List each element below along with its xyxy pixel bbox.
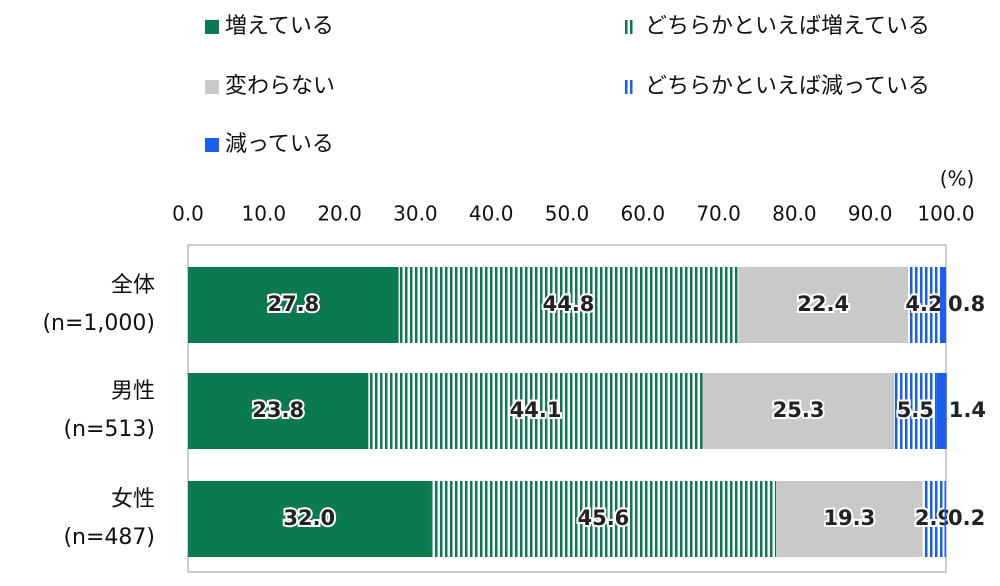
bar-segment <box>936 373 947 449</box>
legend-label: 増えている <box>225 14 334 39</box>
legend-marker <box>625 80 633 94</box>
x-tick-label: 10.0 <box>242 202 287 226</box>
bar-segment <box>776 481 923 557</box>
category-label: (n=1,000) <box>42 311 155 336</box>
value-label: 32.0 <box>283 506 335 530</box>
x-tick-label: 90.0 <box>848 202 893 226</box>
value-label: 23.8 <box>252 398 304 422</box>
x-tick-label: 20.0 <box>317 202 362 226</box>
x-tick-label: 80.0 <box>772 202 817 226</box>
legend-label: どちらかといえば減っている <box>645 74 930 99</box>
x-tick-label: 70.0 <box>696 202 741 226</box>
value-label: 27.8 <box>267 292 319 316</box>
legend-label: どちらかといえば増えている <box>645 14 930 39</box>
bar-segment <box>188 481 431 557</box>
category-label: 全体 <box>111 273 155 298</box>
legend-label: 変わらない <box>225 74 335 99</box>
value-label: 45.6 <box>577 506 629 530</box>
bar-segment <box>188 267 399 343</box>
category-label: 女性 <box>111 487 155 512</box>
value-label: 1.4 <box>949 398 986 422</box>
bar-segment <box>738 267 909 343</box>
bar-segment <box>702 373 895 449</box>
value-label: 44.1 <box>510 398 562 422</box>
x-tick-label: 30.0 <box>393 202 438 226</box>
bar-segment <box>430 481 777 557</box>
bar-segment <box>944 481 946 557</box>
legend-marker <box>205 138 219 152</box>
category-label: (n=487) <box>63 525 155 550</box>
value-label: 22.4 <box>797 292 849 316</box>
x-tick-label: 50.0 <box>545 202 590 226</box>
legend-marker <box>205 80 219 94</box>
value-label: 0.8 <box>948 292 985 316</box>
category-label: 男性 <box>111 379 155 404</box>
bar-segment <box>188 373 369 449</box>
x-tick-label: 40.0 <box>469 202 514 226</box>
value-label: 2.9 <box>915 506 952 530</box>
legend-marker <box>625 20 633 34</box>
value-label: 25.3 <box>773 398 825 422</box>
category-label: (n=513) <box>63 417 155 442</box>
value-label: 19.3 <box>823 506 875 530</box>
bar-segment <box>922 481 945 557</box>
legend-marker <box>205 20 219 34</box>
x-tick-label: 60.0 <box>621 202 666 226</box>
bar-segment <box>939 267 946 343</box>
bar-segment <box>368 373 703 449</box>
legend-label: 減っている <box>225 132 334 157</box>
value-label: 44.8 <box>543 292 595 316</box>
x-tick-label: 100.0 <box>917 202 974 226</box>
axis-unit: (%) <box>940 167 975 191</box>
bar-segment <box>398 267 739 343</box>
value-label: 4.2 <box>905 292 942 316</box>
bar-segment <box>908 267 940 343</box>
value-label: 0.2 <box>948 506 985 530</box>
x-tick-label: 0.0 <box>172 202 204 226</box>
bar-segment <box>894 373 937 449</box>
value-label: 5.5 <box>897 398 934 422</box>
